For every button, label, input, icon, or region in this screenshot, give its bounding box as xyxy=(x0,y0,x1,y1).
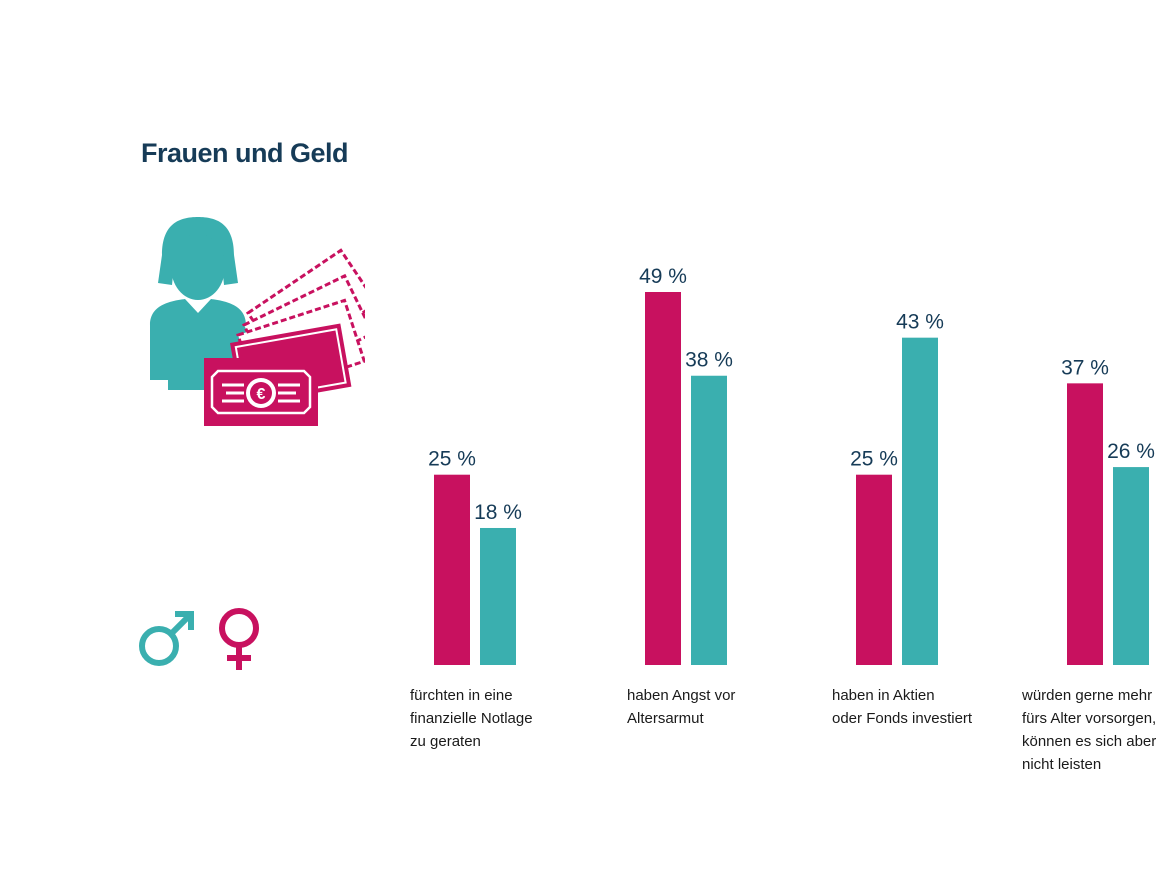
bar-maenner-2 xyxy=(691,375,727,665)
euro-symbol: € xyxy=(257,386,266,403)
value-label-maenner-4: 26 % xyxy=(1107,440,1155,463)
bar-group-4: 37 % 26 % xyxy=(1061,356,1155,665)
value-label-frauen-2: 49 % xyxy=(639,265,687,288)
bar-frauen-3 xyxy=(856,474,892,665)
value-label-frauen-3: 25 % xyxy=(850,448,898,471)
value-label-maenner-3: 43 % xyxy=(896,311,944,334)
woman-with-euro-banknotes-icon: € xyxy=(150,217,365,426)
bar-frauen-4 xyxy=(1067,383,1103,665)
category-label-line: finanzielle Notlage xyxy=(410,710,533,727)
value-label-frauen-4: 37 % xyxy=(1061,356,1109,379)
category-label-line: haben Angst vor xyxy=(627,687,736,704)
value-label-maenner-2: 38 % xyxy=(685,349,733,372)
value-label-frauen-1: 25 % xyxy=(428,448,476,471)
bar-maenner-4 xyxy=(1113,467,1149,665)
category-label-1: fürchten in eine finanzielle Notlage zu … xyxy=(410,684,533,753)
bar-maenner-3 xyxy=(902,337,938,665)
woman-figure xyxy=(150,217,246,390)
bar-group-3: 25 % 43 % xyxy=(850,311,944,665)
category-label-line: zu geraten xyxy=(410,733,481,750)
category-label-line: nicht leisten xyxy=(1022,756,1102,773)
category-label-line: fürs Alter vorsorgen, xyxy=(1022,710,1157,727)
bar-maenner-1 xyxy=(480,527,516,665)
value-label-maenner-1: 18 % xyxy=(474,501,522,524)
female-symbol-icon xyxy=(219,608,259,670)
banknotes: € xyxy=(204,248,365,426)
category-label-line: würden gerne mehr xyxy=(1022,687,1153,704)
page-title: Frauen und Geld xyxy=(141,138,349,168)
category-label-line: können es sich aber xyxy=(1022,733,1157,750)
category-label-line: haben in Aktien xyxy=(832,687,935,704)
gender-legend xyxy=(139,608,259,670)
category-label-3: haben in Aktien oder Fonds investiert xyxy=(832,684,972,730)
male-symbol-icon xyxy=(139,611,194,666)
bar-frauen-1 xyxy=(434,474,470,665)
category-label-line: fürchten in eine xyxy=(410,687,513,704)
category-label-2: haben Angst vor Altersarmut xyxy=(627,684,735,730)
bar-group-1: 25 % 18 % xyxy=(428,448,522,665)
bar-group-2: 49 % 38 % xyxy=(639,265,733,665)
bar-frauen-2 xyxy=(645,292,681,665)
category-label-line: oder Fonds investiert xyxy=(832,710,973,727)
category-label-line: Altersarmut xyxy=(627,710,704,727)
category-label-4: würden gerne mehr fürs Alter vorsorgen, … xyxy=(1022,684,1160,776)
